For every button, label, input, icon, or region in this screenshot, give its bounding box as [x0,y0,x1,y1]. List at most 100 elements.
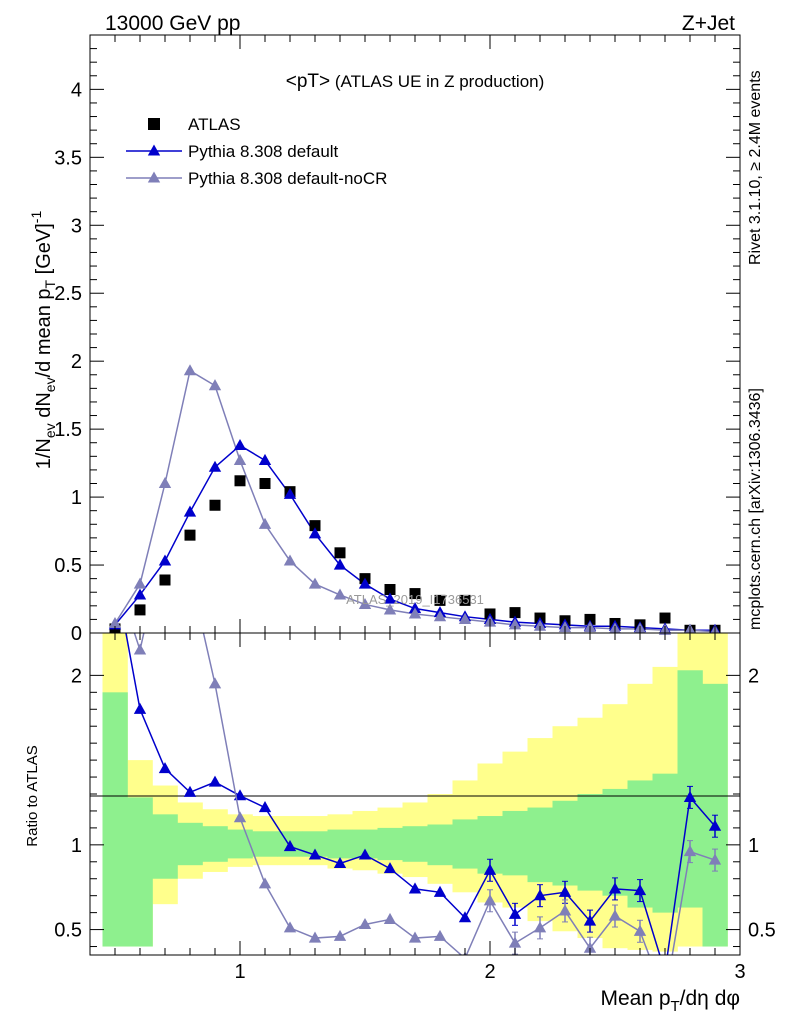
ratio-point-default [633,884,647,896]
mc-point-nocr [508,618,522,630]
ratio-point-default [158,762,172,774]
ratio-point-default [109,567,121,578]
ratio-point-default [208,775,222,787]
mc-point-nocr [433,610,447,622]
ratio-point-default [683,790,697,802]
legend-label: ATLAS [188,115,241,134]
x-tick-label: 2 [484,961,495,983]
legend: ATLAS Pythia 8.308 default Pythia 8.308 de… [126,115,387,188]
ratio-point-nocr [483,894,497,906]
ratio-y-tick-label-right: 1 [748,835,759,857]
mc-point-nocr [258,517,272,529]
ratio-point-nocr [308,931,322,943]
band-green [502,810,528,876]
mc-point-nocr [308,577,322,589]
band-green [152,814,178,879]
band-green [552,800,578,886]
ratio-y-tick-label-right: 2 [748,665,759,687]
mc-point-nocr [383,603,397,615]
main-y-tick-label: 3 [71,215,82,237]
legend-marker-triangle [147,144,161,156]
main-y-tick-label: 4 [71,79,82,101]
legend-label: Pythia 8.308 default-noCR [188,169,387,188]
band-green [452,819,478,869]
main-y-tick-label: 1.5 [54,419,82,441]
mc-point-nocr [183,364,197,376]
mc-point-default [308,527,322,539]
ratio-point-nocr [533,921,547,933]
data-point-atlas [309,520,321,532]
ratio-y-tick-label: 0.5 [54,920,82,942]
ratio-point-nocr [508,936,522,948]
band-green [202,826,228,862]
ratio-point-nocr [383,912,397,924]
mc-point-nocr [158,477,172,489]
ratio-point-default [358,848,372,860]
band-green [102,692,128,947]
ratio-y-tick-label: 1 [71,835,82,857]
main-y-tick-label: 0 [71,623,82,645]
ratio-point-nocr [633,924,647,936]
main-panel: <pT> (ATLAS UE in Z production) ATLAS_20… [28,34,741,645]
data-point-atlas [134,604,146,616]
header-left-label: 13000 GeV pp [105,12,240,35]
mc-point-nocr [108,616,122,629]
x-tick-label: 3 [734,961,745,983]
mc-point-nocr [283,554,297,566]
mcplots-label: mcplots.cern.ch [arXiv:1306.3436] [747,388,764,630]
band-green [652,773,678,913]
band-green [227,829,253,859]
main-plot-title: <pT> (ATLAS UE in Z production) [286,71,545,92]
band-green [577,794,603,891]
ratio-point-default [283,840,297,852]
ratio-point-nocr [258,877,272,889]
band-green [402,826,428,862]
mc-point-nocr [358,597,372,610]
ratio-point-nocr [184,567,196,578]
ratio-panel: 0.5 0.5 1 1 2 2 1 2 3 Ratio to ATLAS Mean pT/dη … [24,567,776,1015]
main-y-tick-label: 1 [71,487,82,509]
ratio-point-nocr [358,917,372,930]
data-point-atlas [384,584,396,596]
data-point-atlas [584,613,596,625]
data-point-atlas [409,588,421,600]
band-green [527,807,553,883]
data-point-atlas [434,594,446,606]
ratio-y-tick-label: 2 [71,665,82,687]
data-point-atlas [234,475,246,487]
ratio-point-nocr [333,929,347,941]
mc-point-default [283,487,297,499]
legend-label: Pythia 8.308 default [188,142,339,161]
ratio-y-axis-label: Ratio to ATLAS [24,745,41,846]
ratio-point-default [308,848,322,860]
mc-point-default [258,453,272,465]
ratio-point-nocr [133,643,147,655]
x-tick-label: 1 [234,961,245,983]
ratio-point-nocr [233,811,247,823]
ratio-y-tick-label-right: 0.5 [748,920,776,942]
mc-point-default [333,558,347,570]
data-point-atlas [259,478,271,489]
ratio-point-nocr [608,909,622,921]
mc-point-default [358,577,372,589]
legend-marker-triangle [147,171,161,183]
mc-point-default [208,460,222,472]
mc-point-nocr [333,588,347,600]
ratio-point-default [508,907,522,919]
ratio-point-nocr [208,677,222,689]
ratio-point-default [333,856,347,869]
band-green [427,824,453,866]
data-point-atlas [184,529,196,541]
ratio-point-default [183,785,197,797]
ratio-point-default [383,862,397,874]
mc-point-nocr [133,577,147,589]
ratio-point-nocr [109,567,121,578]
band-green [252,831,278,857]
data-point-atlas [159,574,171,586]
mc-point-nocr [458,612,472,624]
ratio-point-default [458,911,472,923]
ratio-point-default [708,819,722,831]
band-green [327,829,353,859]
ratio-point-default [133,702,147,714]
data-point-atlas [509,607,521,619]
